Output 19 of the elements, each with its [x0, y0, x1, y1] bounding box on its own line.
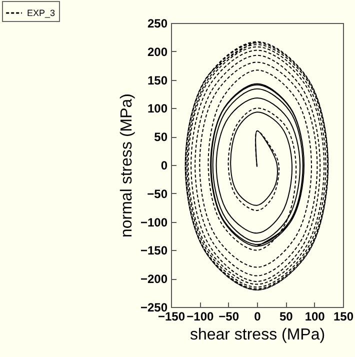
x-tick-label: 50 — [279, 310, 294, 324]
y-tick-label: 200 — [147, 44, 168, 59]
y-tick-label: 50 — [154, 130, 168, 144]
y-tick-label: 250 — [147, 16, 168, 30]
y-tick-label: 100 — [147, 102, 168, 116]
y-tick-label: 150 — [147, 73, 168, 88]
y-axis-title: normal stress (MPa) — [118, 93, 136, 238]
y-tick-label: −200 — [140, 272, 168, 286]
y-tick-label: −100 — [140, 215, 168, 230]
x-tick-label: 100 — [304, 310, 326, 324]
x-axis-title: shear stress (MPa) — [190, 326, 326, 344]
x-tick-label: −100 — [186, 310, 214, 324]
y-tick-label: −150 — [140, 244, 168, 258]
x-tick-label: −50 — [218, 310, 240, 324]
legend-label: EXP_3 — [27, 8, 56, 18]
x-tick-label: 150 — [333, 310, 354, 324]
x-tick-label: 0 — [254, 310, 262, 324]
y-tick-label: 0 — [160, 158, 168, 172]
y-tick-label: −50 — [147, 186, 168, 201]
